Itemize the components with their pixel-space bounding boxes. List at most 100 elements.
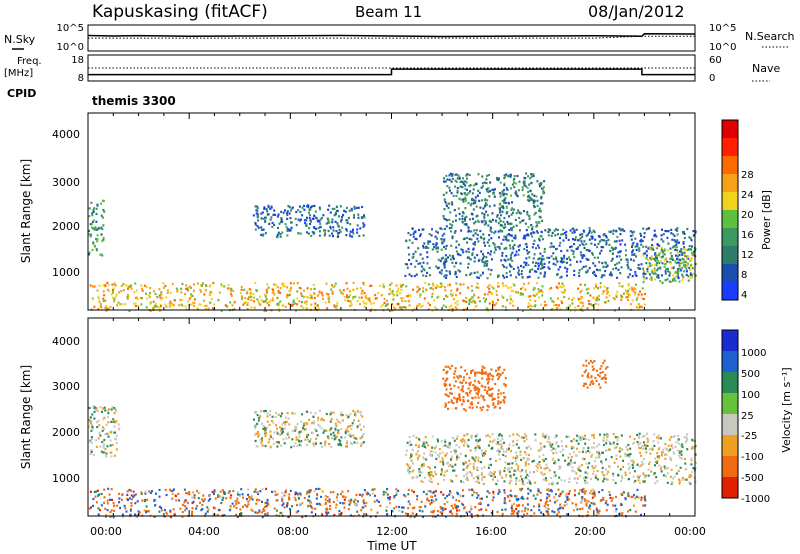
- velocity-cell: [517, 498, 520, 501]
- velocity-cell: [557, 488, 560, 491]
- power-cell: [566, 267, 569, 271]
- power-cell: [444, 200, 447, 204]
- velocity-cell: [521, 478, 523, 481]
- power-cell: [595, 285, 598, 288]
- velocity-cell: [356, 409, 359, 413]
- power-cell: [361, 289, 364, 292]
- power-cell: [499, 229, 502, 232]
- power-cell: [605, 289, 608, 292]
- power-cell: [536, 292, 539, 295]
- power-cell: [504, 223, 506, 226]
- velocity-cell: [197, 497, 200, 500]
- velocity-cell: [614, 504, 617, 507]
- power-cell: [165, 305, 168, 308]
- power-cell: [467, 247, 470, 250]
- velocity-cell: [338, 439, 341, 442]
- velocity-cell: [533, 512, 536, 515]
- power-cell: [527, 190, 530, 193]
- power-ytick-3000: 3000: [52, 176, 80, 189]
- power-cell: [325, 292, 328, 295]
- velocity-cell: [585, 502, 588, 505]
- velocity-cell: [279, 511, 282, 515]
- power-cell: [443, 261, 446, 264]
- power-cell: [560, 233, 563, 236]
- velocity-cell: [598, 491, 601, 494]
- velocity-cell: [164, 488, 167, 492]
- power-cell: [509, 247, 512, 250]
- velocity-cell: [555, 441, 558, 444]
- power-cell: [401, 299, 404, 303]
- velocity-cell: [471, 456, 474, 459]
- power-cell: [543, 300, 546, 303]
- power-cell: [280, 218, 283, 221]
- power-cell: [553, 229, 556, 232]
- power-cell: [466, 193, 469, 196]
- power-cell: [480, 250, 483, 253]
- velocity-cell: [520, 436, 523, 439]
- velocity-cell: [95, 421, 98, 424]
- velocity-cell: [160, 506, 163, 509]
- power-cell: [101, 240, 104, 243]
- power-cell: [449, 258, 452, 261]
- power-cell: [492, 242, 495, 245]
- velocity-cell: [354, 498, 357, 501]
- power-cell: [124, 303, 127, 306]
- power-cell: [483, 215, 486, 218]
- velocity-cell: [588, 507, 591, 510]
- velocity-cell: [527, 503, 529, 506]
- velocity-cell: [481, 365, 484, 368]
- velocity-cell: [540, 448, 543, 451]
- power-cell: [324, 301, 327, 304]
- velocity-cell: [477, 439, 480, 442]
- velocity-cell: [361, 493, 364, 496]
- velocity-cell: [573, 470, 576, 473]
- power-cell: [607, 238, 610, 241]
- velocity-cell: [559, 506, 562, 509]
- power-cell: [532, 174, 535, 177]
- velocity-cell: [655, 476, 658, 479]
- power-cell: [493, 243, 496, 246]
- power-cell: [356, 231, 359, 234]
- power-cell: [442, 304, 445, 307]
- velocity-cell: [633, 504, 635, 507]
- power-cell: [464, 216, 467, 219]
- velocity-cell: [678, 482, 681, 485]
- velocity-cell: [350, 424, 353, 427]
- velocity-cell: [178, 499, 181, 502]
- power-cell: [458, 197, 461, 200]
- velocity-cell: [259, 490, 262, 493]
- velocity-cell: [282, 438, 285, 441]
- power-cell: [314, 216, 317, 219]
- velocity-cell: [565, 435, 568, 438]
- power-cell: [319, 208, 322, 211]
- velocity-cell: [681, 478, 684, 481]
- velocity-cell: [632, 442, 635, 445]
- power-cell: [506, 188, 509, 191]
- power-cell: [519, 212, 522, 215]
- power-cell: [334, 306, 337, 309]
- velocity-cell: [667, 467, 669, 470]
- velocity-cell: [627, 462, 630, 465]
- power-cell: [437, 295, 440, 298]
- velocity-cell: [263, 410, 266, 413]
- power-cell: [458, 212, 461, 215]
- power-cell: [477, 286, 480, 289]
- velocity-cell: [254, 488, 257, 491]
- velocity-cell: [412, 434, 415, 437]
- power-cell: [90, 222, 93, 225]
- velocity-cell: [286, 433, 289, 436]
- power-cell: [541, 187, 544, 190]
- velocity-cell: [209, 497, 212, 501]
- velocity-cell: [541, 473, 544, 476]
- power-cell: [559, 285, 562, 288]
- power-cell: [599, 286, 602, 289]
- velocity-cell: [555, 434, 558, 437]
- power-cell: [385, 303, 388, 306]
- power-cell: [637, 263, 640, 267]
- velocity-cell: [326, 435, 329, 438]
- velocity-cell: [438, 448, 441, 451]
- power-cell: [335, 230, 338, 233]
- power-cell: [305, 219, 308, 222]
- velocity-cell: [434, 473, 437, 476]
- velocity-cell: [460, 480, 462, 483]
